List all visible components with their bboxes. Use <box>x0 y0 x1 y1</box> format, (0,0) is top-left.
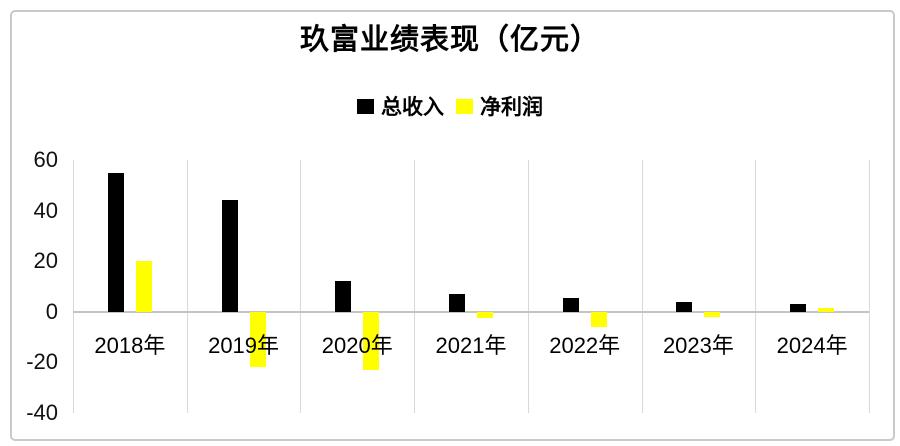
legend-label-revenue: 总收入 <box>381 96 444 119</box>
legend-item-profit: 净利润 <box>456 91 543 121</box>
category-gridline <box>527 160 529 413</box>
category-gridline <box>300 160 302 413</box>
x-axis-label-2023: 2023年 <box>662 332 734 358</box>
x-axis-label-2020: 2020年 <box>321 332 393 358</box>
revenue-bar-2021 <box>449 294 465 312</box>
profit-bar-2021 <box>477 311 493 319</box>
category-gridline <box>755 160 757 413</box>
revenue-bar-2018 <box>107 172 124 312</box>
zero-axis-line <box>73 310 869 313</box>
y-axis-label-20: 20 <box>33 248 58 274</box>
legend-item-revenue: 总收入 <box>357 91 444 121</box>
revenue-bar-2022 <box>562 297 579 312</box>
category-gridline <box>414 160 416 413</box>
revenue-bar-2020 <box>335 281 352 312</box>
profit-bar-2024 <box>818 308 835 312</box>
legend: 总收入 净利润 <box>0 91 900 121</box>
x-axis-label-2018: 2018年 <box>94 332 166 358</box>
revenue-bar-2024 <box>790 304 807 312</box>
x-axis-label-2024: 2024年 <box>776 332 848 358</box>
y-axis-label-60: 60 <box>33 147 58 172</box>
legend-swatch-revenue-icon <box>357 98 374 114</box>
category-gridline <box>73 160 74 413</box>
profit-bar-2022 <box>590 311 607 327</box>
profit-bar-2023 <box>704 311 721 317</box>
category-gridline <box>869 160 870 413</box>
revenue-bar-2023 <box>676 301 693 312</box>
x-axis-label-2019: 2019年 <box>208 332 280 358</box>
y-axis-label-minus-20: -20 <box>26 349 58 375</box>
profit-bar-2018 <box>135 261 152 312</box>
profit-bar-2019 <box>249 311 266 368</box>
legend-swatch-profit-icon <box>456 98 473 114</box>
y-axis-label-40: 40 <box>33 197 58 223</box>
profit-bar-2020 <box>363 311 380 370</box>
category-gridline <box>641 160 643 413</box>
y-axis-label-0: 0 <box>45 298 58 324</box>
y-axis-label-minus-40: -40 <box>26 400 58 425</box>
chart-title: 玖富业绩表现（亿元） <box>299 24 600 56</box>
category-gridline <box>186 160 188 413</box>
revenue-bar-2019 <box>221 200 238 312</box>
legend-label-profit: 净利润 <box>480 96 543 119</box>
x-axis-label-2022: 2022年 <box>549 332 621 358</box>
x-axis-label-2021: 2021年 <box>435 332 507 358</box>
chart-card-border <box>10 10 895 441</box>
